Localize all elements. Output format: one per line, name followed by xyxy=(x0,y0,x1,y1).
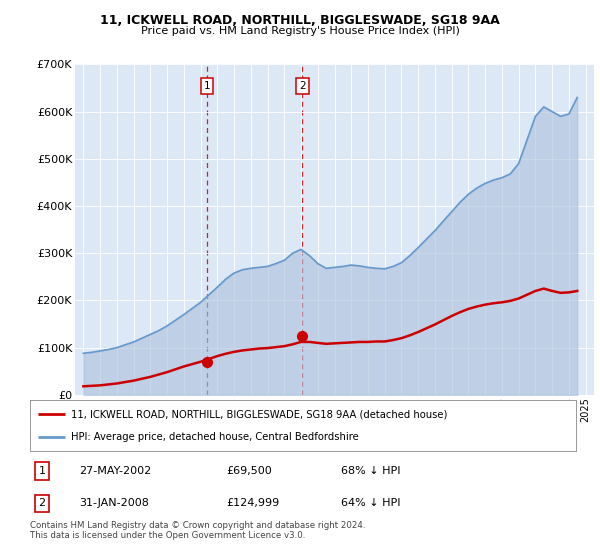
Text: £69,500: £69,500 xyxy=(227,466,272,476)
Text: 31-JAN-2008: 31-JAN-2008 xyxy=(79,498,149,508)
Text: HPI: Average price, detached house, Central Bedfordshire: HPI: Average price, detached house, Cent… xyxy=(71,432,359,442)
Text: 2: 2 xyxy=(38,498,46,508)
Text: £124,999: £124,999 xyxy=(227,498,280,508)
Text: Price paid vs. HM Land Registry's House Price Index (HPI): Price paid vs. HM Land Registry's House … xyxy=(140,26,460,36)
Text: 11, ICKWELL ROAD, NORTHILL, BIGGLESWADE, SG18 9AA (detached house): 11, ICKWELL ROAD, NORTHILL, BIGGLESWADE,… xyxy=(71,409,448,419)
Text: 64% ↓ HPI: 64% ↓ HPI xyxy=(341,498,401,508)
Text: 2: 2 xyxy=(299,81,305,91)
Text: 27-MAY-2002: 27-MAY-2002 xyxy=(79,466,151,476)
Text: 11, ICKWELL ROAD, NORTHILL, BIGGLESWADE, SG18 9AA: 11, ICKWELL ROAD, NORTHILL, BIGGLESWADE,… xyxy=(100,14,500,27)
Text: 1: 1 xyxy=(38,466,46,476)
Text: 68% ↓ HPI: 68% ↓ HPI xyxy=(341,466,401,476)
Text: Contains HM Land Registry data © Crown copyright and database right 2024.
This d: Contains HM Land Registry data © Crown c… xyxy=(30,521,365,540)
Text: 1: 1 xyxy=(204,81,211,91)
